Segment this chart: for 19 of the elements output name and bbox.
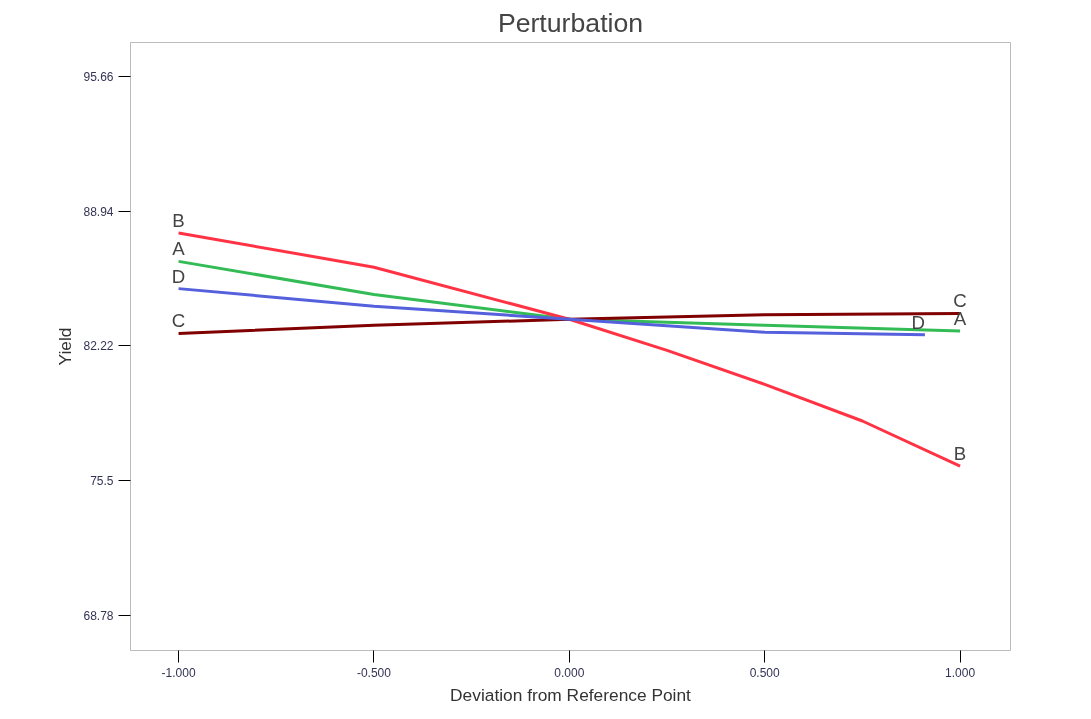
y-tick-label: 68.78 [83, 608, 114, 623]
series-label: B [953, 443, 967, 465]
chart-title: Perturbation [497, 7, 644, 38]
x-tick-label: 0.000 [554, 665, 585, 680]
series-label: D [911, 311, 925, 333]
y-tick-label: 95.66 [83, 70, 114, 85]
y-tick-label: 75.5 [90, 473, 114, 488]
x-tick-label: 1.000 [945, 665, 976, 680]
text: D [171, 265, 186, 287]
x-tick-label: -0.500 [356, 665, 392, 680]
text: B [172, 209, 185, 231]
y-tick-label: 88.94 [83, 204, 114, 219]
y-tick-label: 82.22 [83, 339, 114, 354]
series-label: C [171, 310, 186, 332]
text: A [172, 238, 185, 260]
y-axis-title: Yield [55, 327, 76, 366]
x-tick-label: -1.000 [161, 665, 196, 680]
x-axis-title: Deviation from Reference Point [450, 684, 692, 705]
x-tick-label: 0.500 [749, 665, 781, 680]
